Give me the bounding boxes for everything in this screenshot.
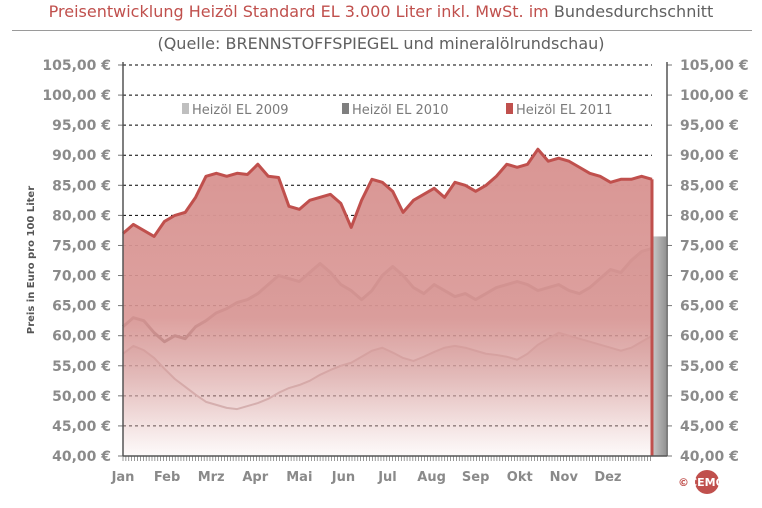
y-tick-label-left: 55,00 € (52, 359, 111, 375)
legend-label: Heizöl EL 2011 (516, 103, 613, 118)
logo-text: CEMO (689, 476, 725, 489)
y-tick-label-left: 80,00 € (52, 208, 111, 224)
logo-mark-icon (695, 470, 719, 494)
x-tick-label: Jun (331, 470, 355, 485)
chart-title: Preisentwicklung Heizöl Standard EL 3.00… (0, 2, 762, 21)
legend-label: Heizöl EL 2009 (192, 103, 289, 118)
y-tick-label-right: 40,00 € (680, 449, 739, 465)
y-tick-label-right: 50,00 € (680, 389, 739, 405)
y-tick-label-right: 45,00 € (680, 419, 739, 435)
y-tick-label-right: 75,00 € (680, 238, 739, 254)
legend-label: Heizöl EL 2010 (352, 103, 449, 118)
y-tick-label-right: 65,00 € (680, 299, 739, 315)
x-tick-label: Mrz (198, 470, 225, 485)
y-tick-label-left: 45,00 € (52, 419, 111, 435)
y-tick-label-right: 80,00 € (680, 208, 739, 224)
y-tick-label-left: 95,00 € (52, 118, 111, 134)
axes: 40,00 € 40,00 € 45,00 € 45,00 € 50,00 € 50,00… (26, 58, 749, 485)
x-tick-label: Feb (154, 470, 180, 485)
legend: Heizöl EL 2009 Heizöl EL 2010 Heizöl EL 20… (182, 103, 613, 118)
y-tick-label-left: 75,00 € (52, 238, 111, 254)
x-tick-label: Sep (462, 470, 490, 485)
cemo-logo: © CEMO (678, 470, 725, 494)
series-areas (122, 147, 666, 456)
legend-swatch (342, 103, 349, 114)
y-tick-label-right: 90,00 € (680, 148, 739, 164)
y-tick-label-right: 85,00 € (680, 178, 739, 194)
x-tick-label: Mai (286, 470, 312, 485)
chart-subtitle: (Quelle: BRENNSTOFFSPIEGEL und mineralöl… (157, 34, 605, 53)
y-tick-label-right: 70,00 € (680, 269, 739, 285)
y-tick-label-left: 85,00 € (52, 178, 111, 194)
y-tick-label-left: 100,00 € (42, 88, 111, 104)
area-depth-edge (652, 236, 666, 456)
y-tick-label-left: 70,00 € (52, 269, 111, 285)
x-tick-label: Nov (550, 470, 579, 485)
title-divider (12, 30, 752, 31)
x-tick-label: Jan (111, 470, 135, 485)
x-tick-label: Jul (377, 470, 397, 485)
y-tick-label-right: 95,00 € (680, 118, 739, 134)
y-tick-label-right: 105,00 € (680, 58, 749, 74)
y-tick-label-left: 105,00 € (42, 58, 111, 74)
x-tick-label: Dez (594, 470, 621, 485)
y-tick-label-left: 65,00 € (52, 299, 111, 315)
y-axis-title: Preis in Euro pro 100 Liter (26, 186, 37, 334)
copyright-symbol: © (678, 476, 689, 489)
y-tick-label-right: 55,00 € (680, 359, 739, 375)
y-tick-label-left: 40,00 € (52, 449, 111, 465)
y-tick-label-right: 100,00 € (680, 88, 749, 104)
series-2011-line (122, 147, 653, 238)
series-2011-area (123, 149, 652, 456)
chart-title-main: Preisentwicklung Heizöl Standard EL 3.00… (48, 2, 549, 21)
y-tick-label-left: 90,00 € (52, 148, 111, 164)
y-tick-label-left: 60,00 € (52, 329, 111, 345)
y-tick-label-left: 50,00 € (52, 389, 111, 405)
chart-title-suffix: Bundesdurchschnitt (553, 2, 714, 21)
series-2011 (122, 147, 653, 456)
x-tick-label: Aug (417, 470, 446, 485)
legend-swatch (182, 103, 189, 114)
x-tick-label: Apr (242, 470, 268, 485)
x-tick-label: Okt (507, 470, 533, 485)
legend-swatch (506, 103, 513, 114)
y-tick-label-right: 60,00 € (680, 329, 739, 345)
